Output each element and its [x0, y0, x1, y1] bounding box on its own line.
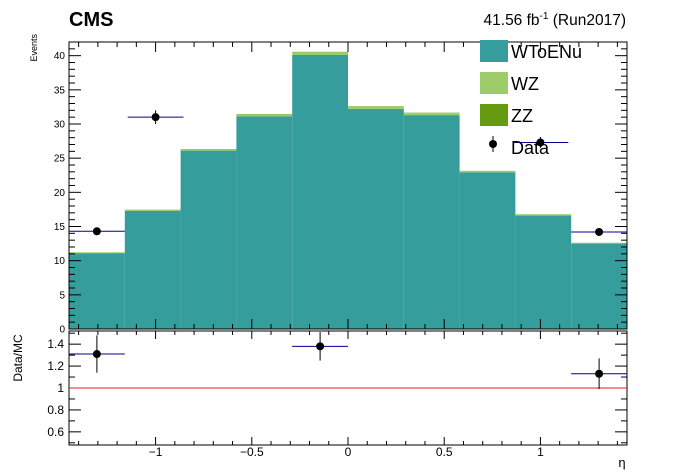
data-point — [595, 227, 604, 236]
legend-label-wz: WZ — [511, 74, 539, 94]
bar-wz-6 — [403, 113, 460, 116]
top-y-tick-label: 10 — [54, 256, 66, 267]
ratio-y-label: Data/MC — [11, 334, 25, 382]
data-points — [69, 110, 627, 236]
ratio-y-tick-label: 0.8 — [47, 403, 64, 417]
x-axis-label: η — [618, 455, 625, 470]
bar-wtoenu-7 — [459, 172, 516, 329]
top-y-tick-label: 25 — [54, 154, 66, 165]
lumi-value: 41.56 fb — [484, 12, 540, 29]
bar-wz-7 — [459, 171, 516, 173]
top-y-tick-label: 35 — [54, 85, 66, 96]
bar-wz-5 — [348, 106, 404, 109]
bar-wtoenu-9 — [571, 243, 627, 329]
ratio-axes: 0.6 0.8 1 1.2 1.4 −1 −0.5 0 0.5 1 — [47, 331, 627, 459]
bar-wtoenu-6 — [403, 115, 460, 329]
top-y-tick-label: 0 — [59, 325, 65, 336]
ratio-point — [92, 350, 101, 359]
lumi-run: (Run2017) — [548, 12, 626, 29]
top-y-tick-label: 30 — [54, 120, 66, 131]
bar-wz-4 — [292, 52, 348, 55]
bar-wtoenu-3 — [236, 116, 293, 329]
legend-swatch-zz — [480, 104, 508, 126]
legend-label-data: Data — [511, 138, 550, 158]
top-y-tick-label: 5 — [59, 290, 65, 301]
legend: WToENu WZ ZZ Data — [480, 40, 582, 158]
ratio-points — [69, 332, 627, 390]
legend-data-marker — [489, 140, 497, 148]
ratio-point — [595, 369, 604, 378]
top-y-tick-label: 20 — [54, 188, 66, 199]
ratio-y-tick-label: 1 — [57, 381, 64, 395]
bar-wtoenu-8 — [515, 215, 572, 329]
x-tick-label: −1 — [149, 445, 163, 459]
stack-bars — [69, 51, 627, 329]
ratio-point — [316, 342, 325, 351]
top-y-tick-label: 40 — [54, 51, 66, 62]
bar-wtoenu-0 — [69, 253, 125, 329]
top-y-axis: 0 5 10 15 20 25 30 35 40 — [54, 42, 627, 336]
ratio-y-tick-label: 1.4 — [47, 337, 64, 351]
top-y-tick-label: 15 — [54, 222, 66, 233]
legend-swatch-wtoenu — [480, 40, 508, 62]
ratio-y-tick-label: 1.2 — [47, 359, 64, 373]
data-point — [92, 227, 101, 236]
bar-wz-0 — [69, 252, 125, 254]
x-tick-label: 0.5 — [436, 445, 453, 459]
bar-wz-8 — [515, 214, 572, 216]
top-y-label: Events — [29, 34, 39, 62]
data-point — [536, 138, 545, 147]
bar-wz-1 — [124, 209, 181, 211]
x-tick-label: −0.5 — [240, 445, 264, 459]
x-tick-label: 1 — [537, 445, 544, 459]
bar-wz-3 — [236, 114, 293, 117]
bar-wtoenu-5 — [348, 108, 404, 329]
data-point — [151, 113, 160, 122]
bar-wz-2 — [180, 149, 237, 151]
ratio-y-tick-label: 0.6 — [47, 425, 64, 439]
x-tick-label: 0 — [345, 445, 352, 459]
lumi-exponent: -1 — [540, 11, 549, 22]
legend-label-wtoenu: WToENu — [511, 42, 582, 62]
legend-label-zz: ZZ — [511, 106, 533, 126]
experiment-label: CMS — [69, 9, 113, 31]
bar-wtoenu-2 — [180, 150, 237, 329]
bar-wtoenu-1 — [124, 210, 181, 329]
legend-swatch-wz — [480, 72, 508, 94]
bar-wtoenu-4 — [292, 54, 348, 329]
bar-wz-9 — [571, 242, 627, 244]
lumi-label: 41.56 fb-1 (Run2017) — [484, 11, 626, 29]
